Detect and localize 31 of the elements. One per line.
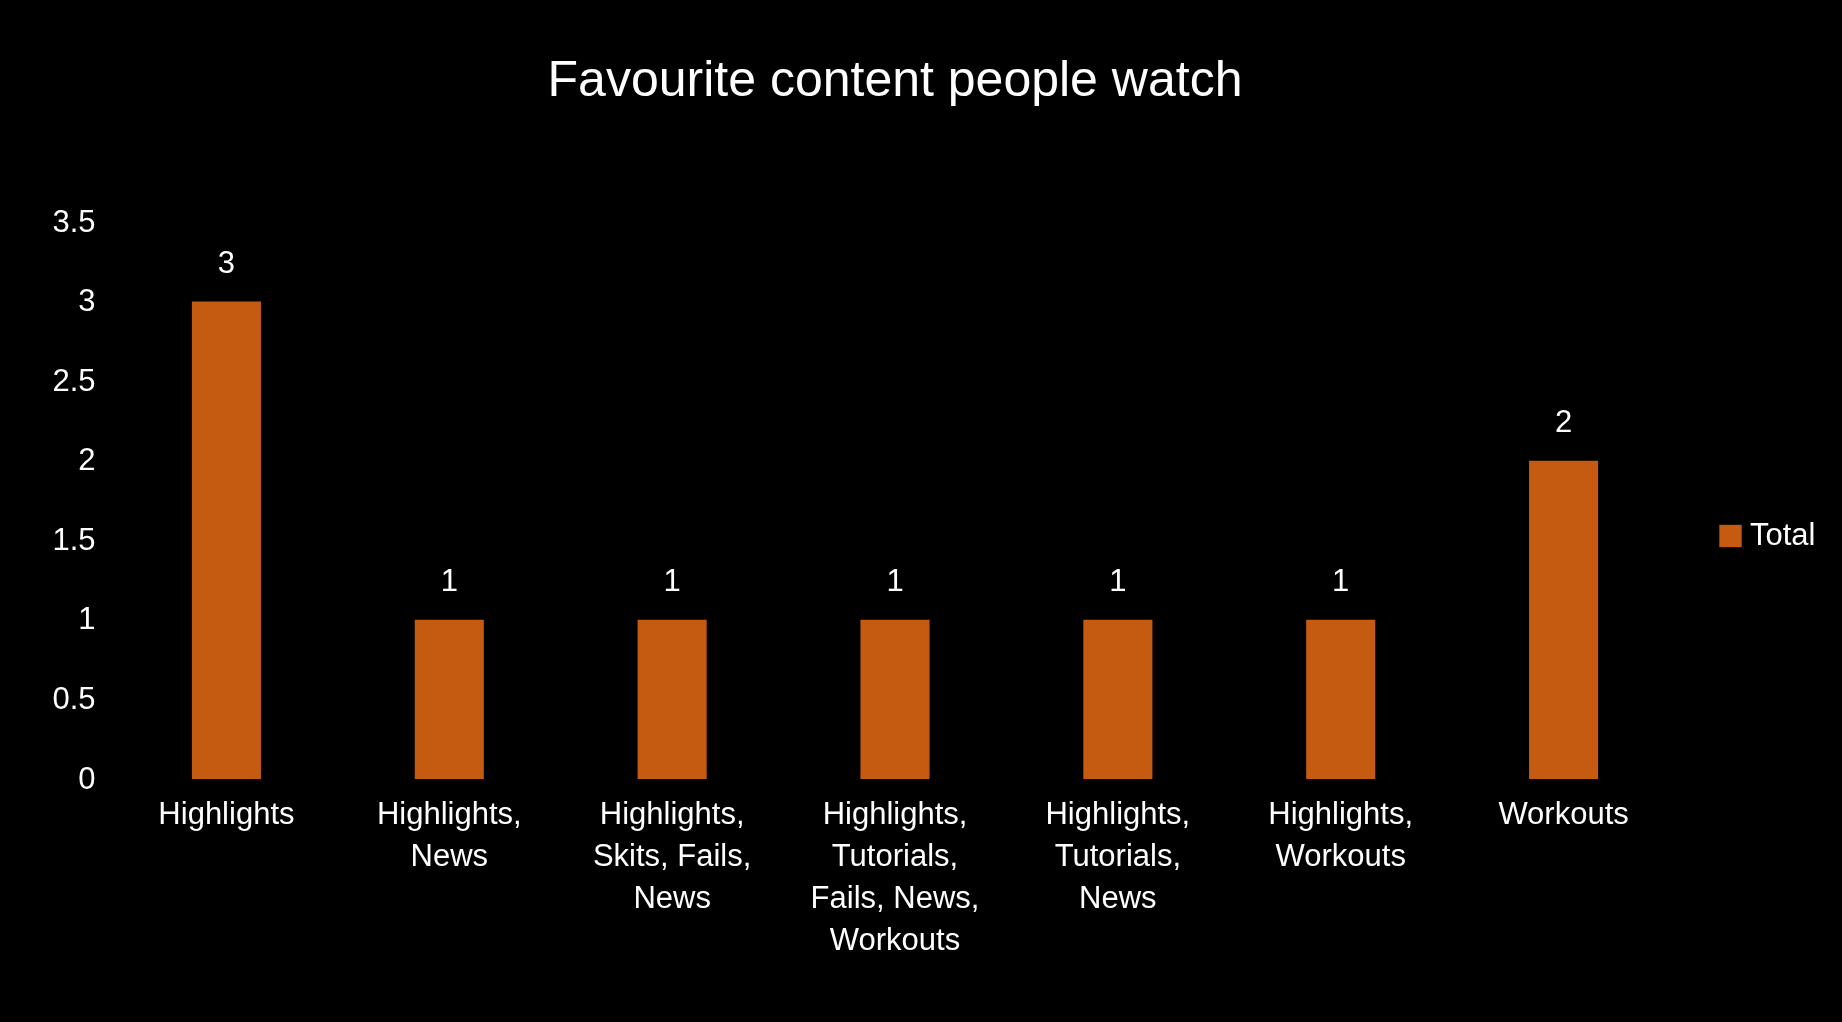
y-tick-label: 3.5	[52, 203, 96, 239]
x-tick-label: Highlights, Tutorials, News	[1045, 795, 1191, 915]
x-tick-label: Workouts	[1498, 795, 1629, 831]
data-label: 1	[440, 562, 458, 598]
bar	[191, 301, 261, 779]
data-label: 1	[663, 562, 681, 598]
bar	[1529, 460, 1599, 779]
x-tick-label: Highlights	[158, 795, 295, 831]
bar	[1083, 619, 1153, 779]
x-tick-label: Highlights, Workouts	[1268, 795, 1414, 873]
bar	[637, 619, 707, 779]
data-label: 1	[886, 562, 904, 598]
chart-title: Favourite content people watch	[547, 51, 1243, 107]
y-tick-label: 0.5	[52, 680, 96, 716]
y-tick-label: 1	[78, 601, 96, 637]
bar	[414, 619, 484, 779]
y-tick-label: 1.5	[52, 521, 96, 557]
legend-label: Total	[1750, 517, 1816, 552]
bar	[1306, 619, 1376, 779]
x-tick-label: Highlights, Tutorials, Fails, News, Workouts	[810, 795, 980, 957]
bar	[860, 619, 930, 779]
x-tick-label: Highlights, Skits, Fails, News	[592, 795, 752, 915]
y-tick-label: 0	[78, 760, 96, 796]
y-tick-label: 3	[78, 283, 96, 319]
data-label: 1	[1332, 562, 1350, 598]
y-tick-label: 2	[78, 442, 96, 478]
y-tick-label: 2.5	[52, 362, 96, 398]
data-label: 3	[217, 244, 236, 280]
data-label: 2	[1554, 403, 1573, 439]
data-label: 1	[1109, 562, 1127, 598]
x-tick-label: Highlights, News	[376, 795, 522, 873]
